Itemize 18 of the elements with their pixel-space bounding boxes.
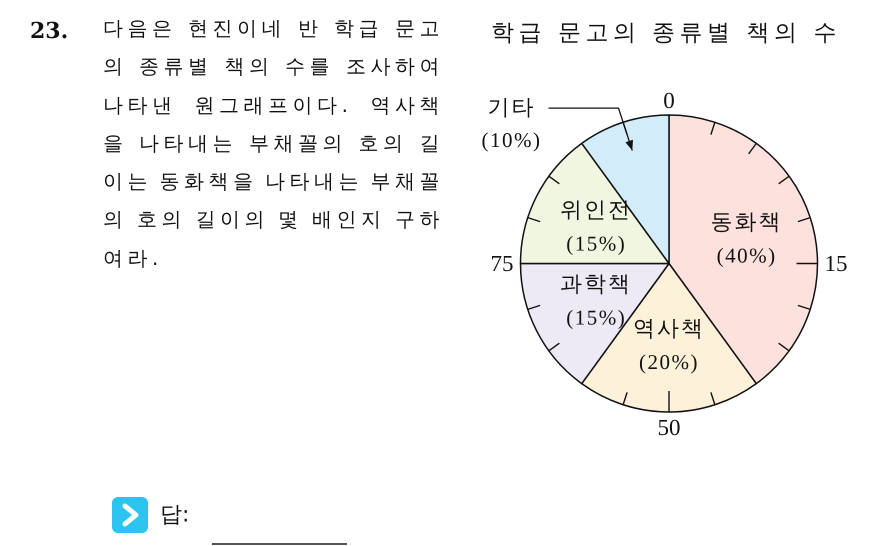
data-label: (15%) (566, 231, 626, 256)
text: 다음은 현진이네 반 학급 문고의 종류별 책의 수를 조사하여 나타낸 원그래프이다. 역사책을 나타내는 부채꼴의 호의 길이는 동화책을 나타내는 부채꼴의 호의 길이의 몇 배인지 구하여라. (103, 15, 444, 272)
text: 답: (160, 502, 190, 528)
text: 50 (658, 415, 680, 440)
slice-label: 동화책 (710, 210, 783, 235)
data-label: (10%) (482, 128, 542, 152)
slice-label: 역사책 (633, 316, 705, 342)
slice-label: 위인전 (560, 198, 632, 223)
text: 23. (30, 18, 68, 44)
chart-title: 학급 문고의 종류별 책의 수 (491, 20, 841, 46)
text: 75 (490, 251, 514, 276)
text: 15 (824, 251, 848, 276)
slice-label: 기타 (488, 96, 536, 121)
data-label: (15%) (566, 306, 626, 330)
slice-label: 과학책 (560, 272, 632, 298)
data-label: (20%) (639, 350, 699, 374)
data-label: (40%) (716, 243, 777, 268)
text: 0 (663, 88, 675, 113)
